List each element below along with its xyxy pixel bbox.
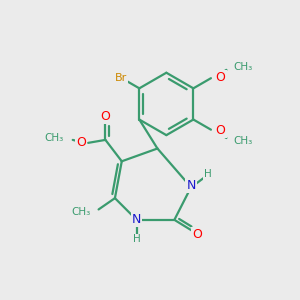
Text: O: O — [100, 110, 110, 123]
Text: CH₃: CH₃ — [45, 133, 64, 143]
Text: O: O — [216, 71, 226, 84]
Text: N: N — [186, 179, 196, 192]
Text: CH₃: CH₃ — [71, 207, 90, 217]
Text: N: N — [132, 213, 141, 226]
Text: CH₃: CH₃ — [233, 136, 252, 146]
Text: CH₃: CH₃ — [233, 62, 252, 72]
Text: H: H — [133, 235, 140, 244]
Text: O: O — [76, 136, 86, 149]
Text: Br: Br — [115, 73, 127, 83]
Text: H: H — [204, 169, 212, 179]
Text: O: O — [216, 124, 226, 137]
Text: O: O — [192, 228, 202, 241]
